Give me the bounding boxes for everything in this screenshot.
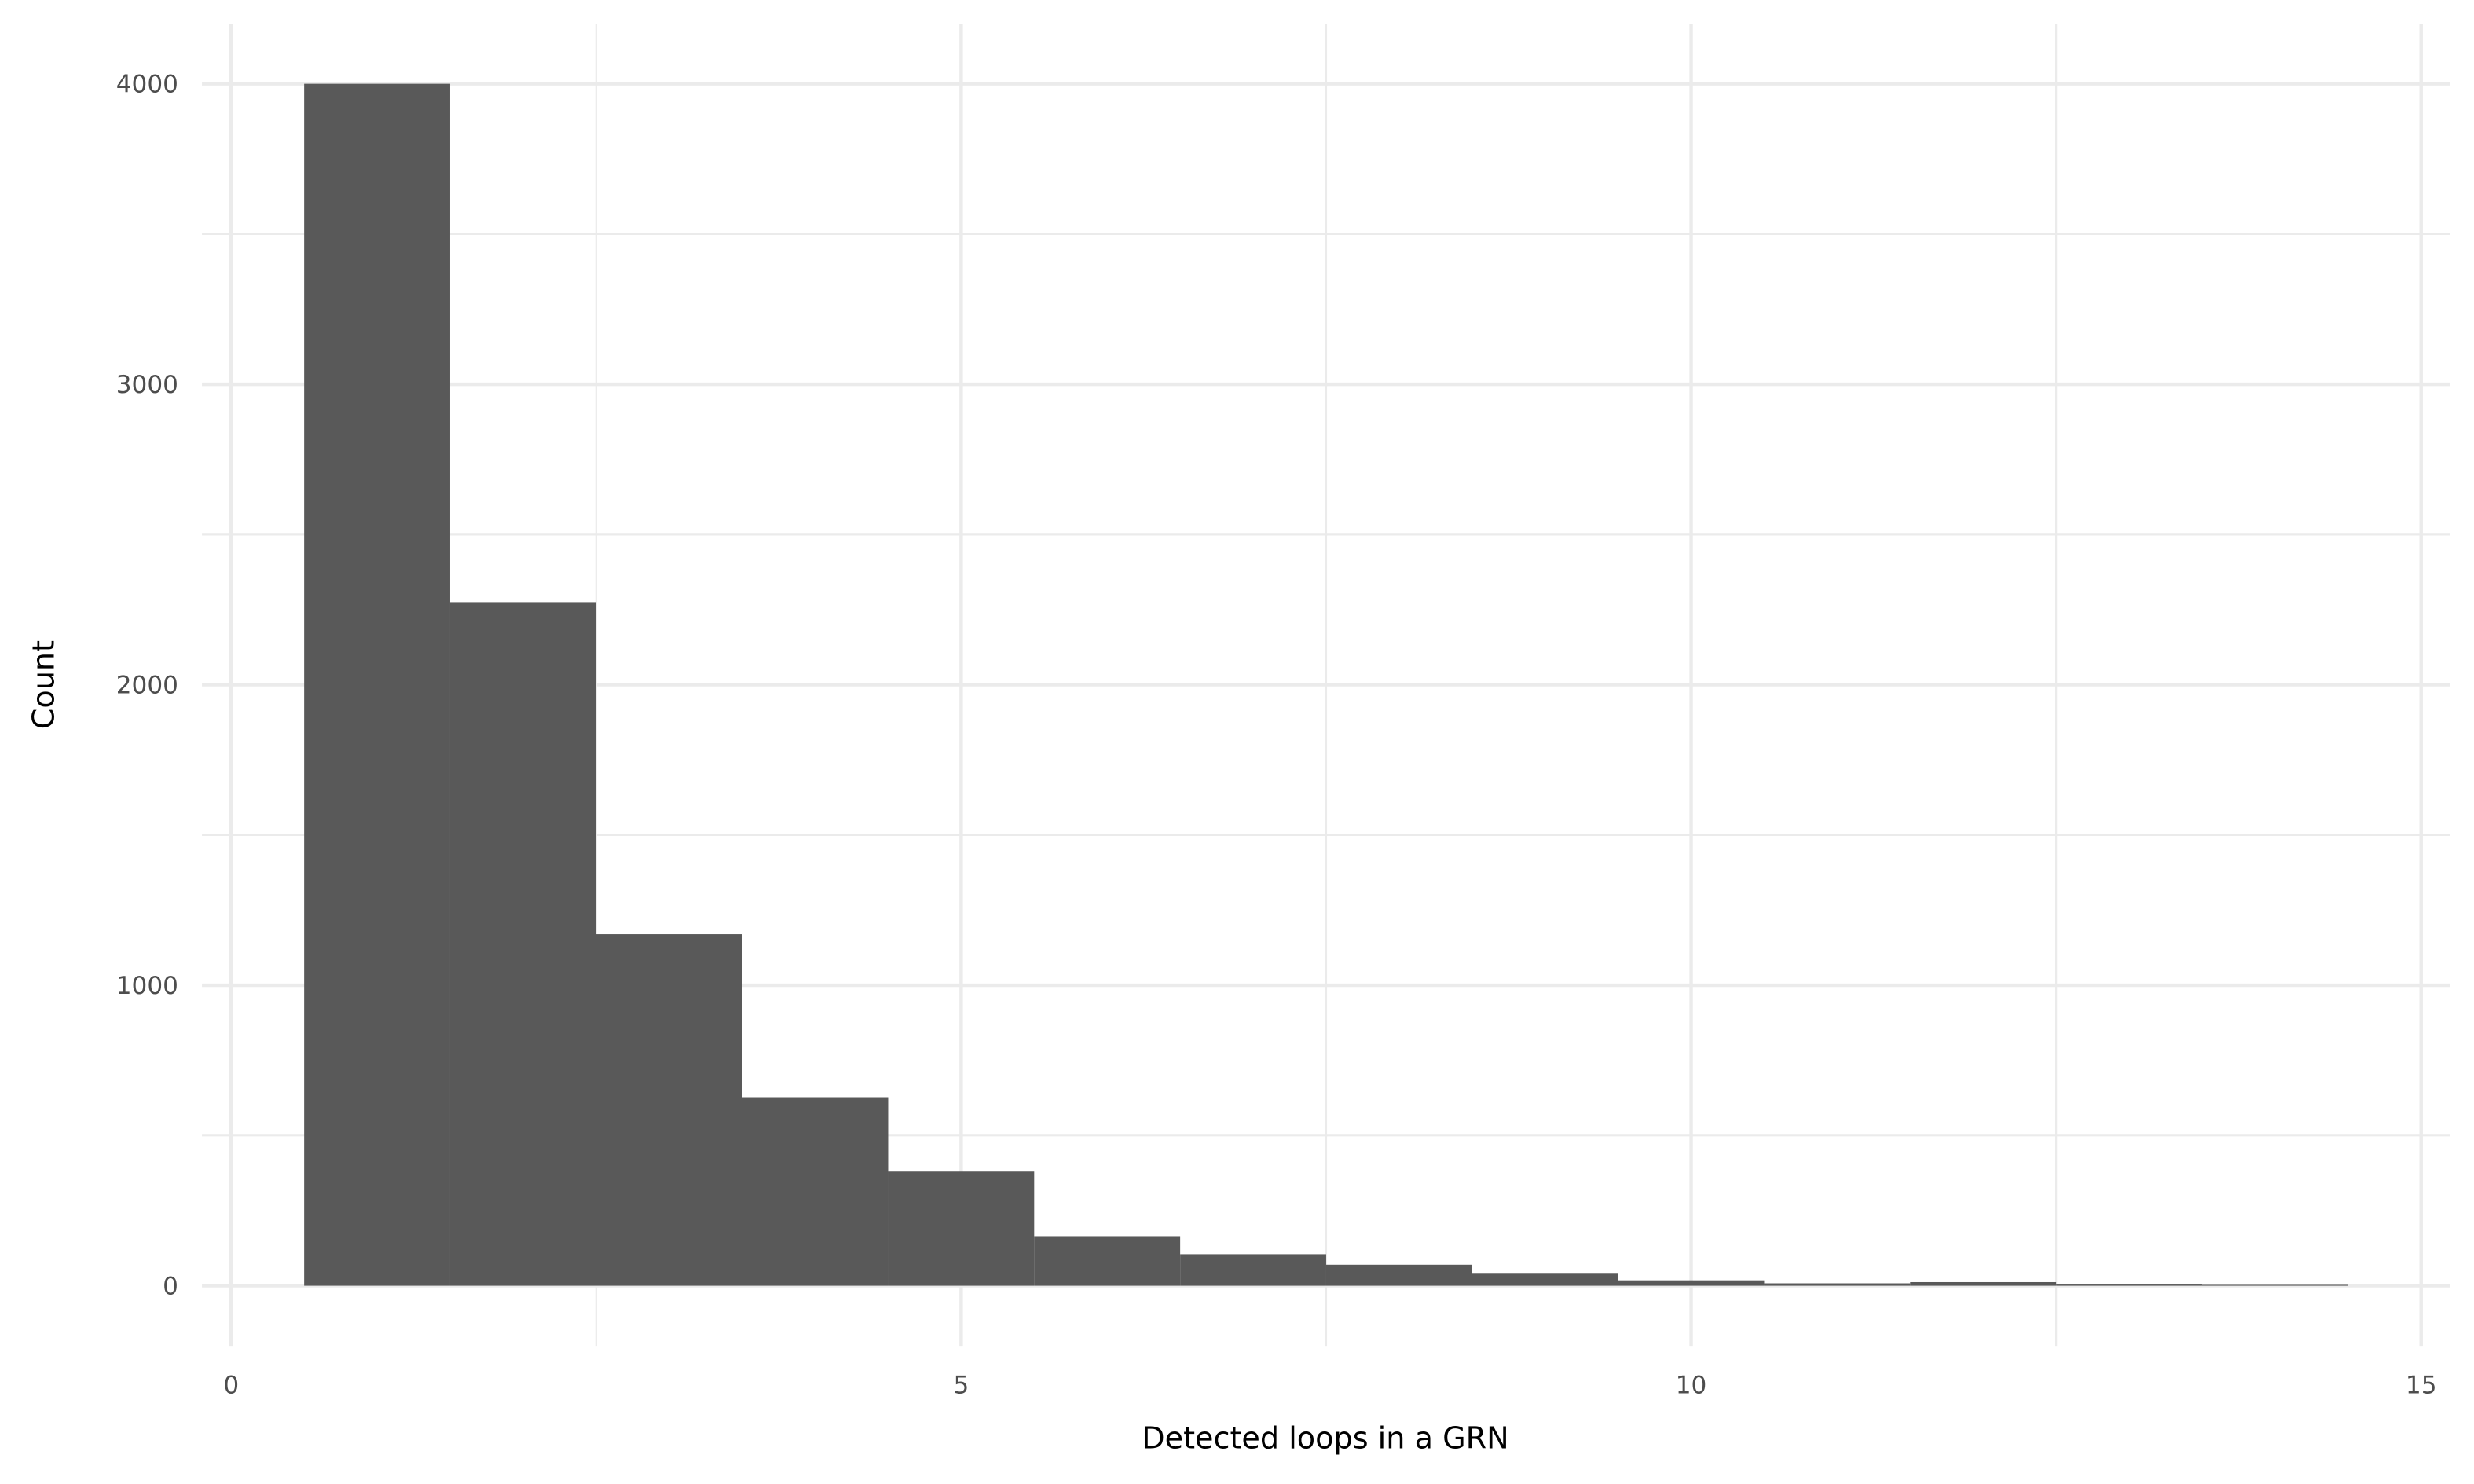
x-tick-label: 10 bbox=[1676, 1371, 1707, 1399]
bar bbox=[1180, 1254, 1326, 1286]
bar bbox=[742, 1097, 889, 1286]
y-tick-label: 1000 bbox=[116, 972, 178, 1000]
bar bbox=[1618, 1280, 1765, 1286]
bar bbox=[304, 83, 450, 1286]
bar bbox=[1910, 1281, 2057, 1286]
y-tick-label: 3000 bbox=[116, 371, 178, 399]
x-tick-label: 5 bbox=[953, 1371, 969, 1399]
bar bbox=[2201, 1284, 2348, 1286]
y-axis-title: Count bbox=[26, 640, 60, 729]
bar bbox=[2056, 1284, 2202, 1286]
x-tick-label: 15 bbox=[2406, 1371, 2437, 1399]
bar bbox=[1034, 1236, 1181, 1286]
y-tick-label: 4000 bbox=[116, 71, 178, 99]
x-tick-label: 0 bbox=[223, 1371, 239, 1399]
bar bbox=[449, 602, 596, 1286]
bar bbox=[1472, 1273, 1618, 1286]
bar bbox=[596, 934, 742, 1286]
bar bbox=[888, 1171, 1035, 1286]
x-axis-title: Detected loops in a GRN bbox=[1142, 1421, 1508, 1456]
bar bbox=[1325, 1264, 1472, 1286]
y-tick-label: 2000 bbox=[116, 672, 178, 700]
y-tick-label: 0 bbox=[163, 1273, 178, 1301]
bar bbox=[1764, 1283, 1911, 1286]
